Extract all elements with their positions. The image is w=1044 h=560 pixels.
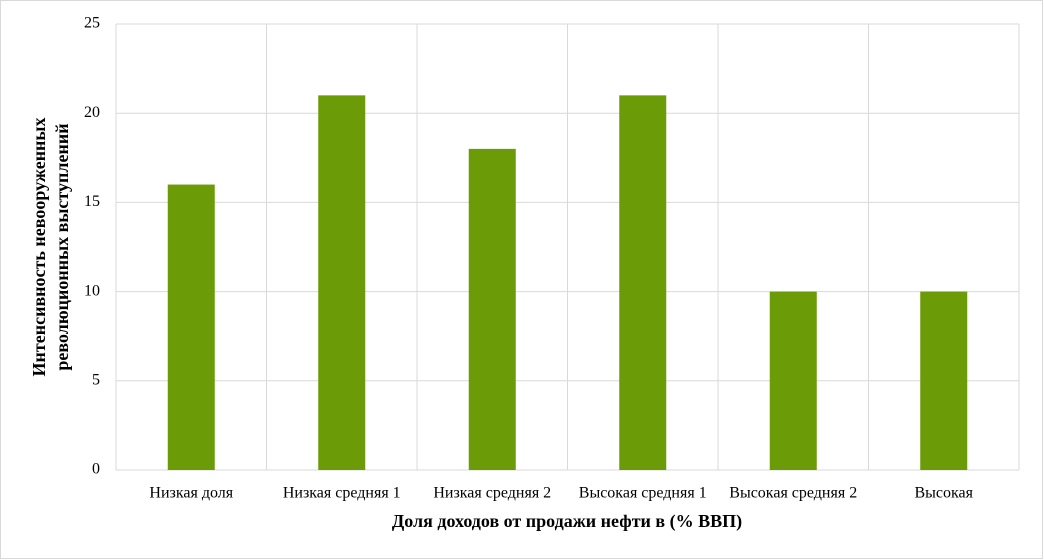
x-tick-label: Низкая средняя 2 xyxy=(433,485,551,502)
x-tick-label: Низкая доля xyxy=(149,485,233,502)
y-tick-label: 20 xyxy=(84,104,100,121)
bar xyxy=(920,291,968,470)
bar xyxy=(619,95,667,471)
y-tick-label: 0 xyxy=(92,461,100,478)
bar xyxy=(468,148,516,470)
y-tick-label: 5 xyxy=(92,371,100,388)
x-tick-label: Высокая xyxy=(914,485,973,502)
x-tick-label: Высокая средняя 2 xyxy=(729,485,857,502)
y-tick-label: 15 xyxy=(84,193,100,210)
y-axis-label: революционных выступлений xyxy=(52,123,72,370)
bar xyxy=(318,95,366,471)
y-axis-label: Интенсивность невооруженных xyxy=(29,118,49,377)
bar xyxy=(167,184,215,470)
x-tick-label: Высокая средняя 1 xyxy=(579,485,707,502)
x-tick-label: Низкая средняя 1 xyxy=(283,485,401,502)
y-tick-label: 10 xyxy=(84,282,100,299)
y-tick-label: 25 xyxy=(84,15,100,32)
x-axis-label: Доля доходов от продажи нефти в (% ВВП) xyxy=(392,511,742,532)
bar xyxy=(769,291,817,470)
